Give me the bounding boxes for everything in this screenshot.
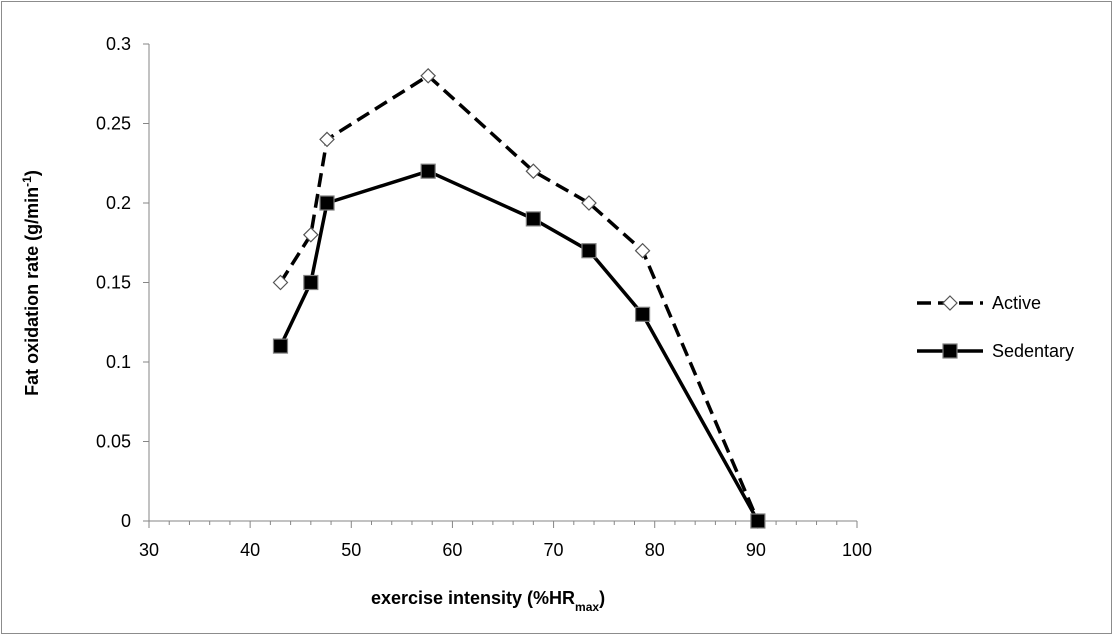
x-tick-label: 70 <box>544 540 564 560</box>
data-point-sedentary <box>319 195 335 211</box>
x-tick-labels: 30 40 50 60 70 80 90 100 <box>139 540 872 560</box>
data-point-sedentary <box>525 211 541 227</box>
data-point-active <box>581 195 597 211</box>
axes <box>143 43 858 528</box>
x-tick-label: 100 <box>842 540 872 560</box>
y-axis-title: Fat oxidation rate (g/min-1) <box>20 170 42 396</box>
y-tick-label: 0.2 <box>106 193 131 213</box>
data-point-active <box>302 226 319 243</box>
data-point-active <box>272 274 289 291</box>
data-point-active <box>420 67 437 84</box>
x-tick-label: 50 <box>341 540 361 560</box>
y-tick-label: 0.05 <box>96 432 131 452</box>
legend-swatch-sedentary-marker <box>942 343 958 359</box>
y-tick-label: 0.15 <box>96 273 131 293</box>
series-active <box>272 67 766 529</box>
legend-swatch-active-marker <box>942 295 958 311</box>
x-axis-title: exercise intensity (%HRmax) <box>371 588 605 614</box>
data-point-active <box>634 242 651 259</box>
x-tick-label: 90 <box>746 540 766 560</box>
x-tick-label: 30 <box>139 540 159 560</box>
series-line-sedentary <box>278 169 760 522</box>
data-point-sedentary <box>420 163 436 179</box>
data-point-sedentary <box>581 243 597 259</box>
legend-label-sedentary: Sedentary <box>992 341 1074 361</box>
data-point-active <box>319 131 335 148</box>
data-point-sedentary <box>303 274 319 291</box>
legend-label-active: Active <box>992 293 1041 313</box>
data-point-sedentary <box>634 306 651 322</box>
legend: Active Sedentary <box>917 293 1074 361</box>
y-tick-label: 0.25 <box>96 114 131 134</box>
x-tick-label: 60 <box>442 540 462 560</box>
series-line-active <box>279 74 760 522</box>
y-tick-label: 0 <box>121 511 131 531</box>
legend-item-sedentary: Sedentary <box>917 341 1074 361</box>
y-tick-label: 0.3 <box>106 34 131 54</box>
y-tick-label: 0.1 <box>106 352 131 372</box>
data-point-active <box>525 163 542 180</box>
series-sedentary <box>272 163 766 529</box>
series-layer <box>272 67 766 529</box>
x-tick-label: 40 <box>240 540 260 560</box>
legend-item-active: Active <box>917 293 1041 313</box>
y-tick-labels: 0 0.05 0.1 0.15 0.2 0.25 0.3 <box>96 34 131 531</box>
data-point-sedentary <box>272 338 289 354</box>
data-point-sedentary <box>750 513 766 529</box>
x-tick-label: 80 <box>645 540 665 560</box>
